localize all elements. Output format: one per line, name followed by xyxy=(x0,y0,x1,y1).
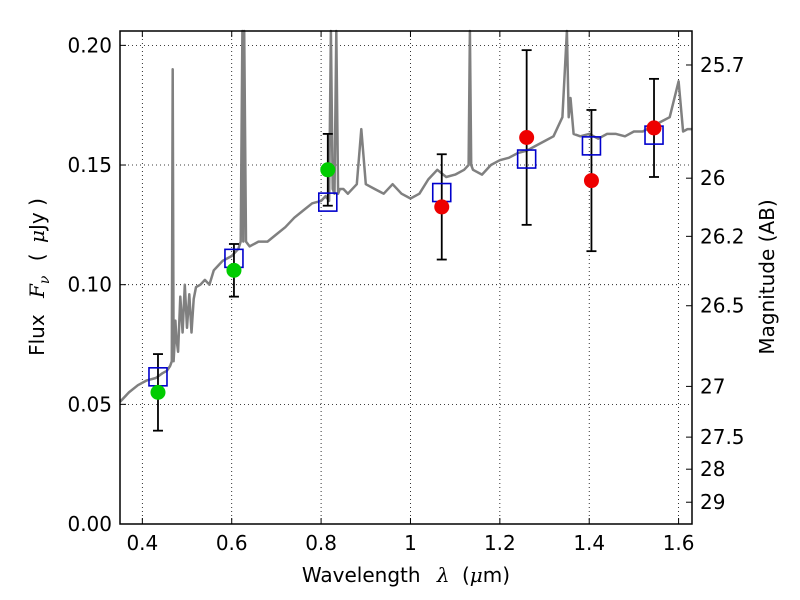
y2-tick-label: 28 xyxy=(700,457,725,481)
y-axis-title: Flux Fν ( μJy ) xyxy=(25,198,54,356)
y2-axis-title: Magnitude (AB) xyxy=(755,199,779,354)
y-tick-label: 0.10 xyxy=(67,273,112,297)
x-tick-label: 1.2 xyxy=(484,531,516,555)
y-axis-symbol: F xyxy=(25,283,49,299)
green-data-point xyxy=(320,162,336,178)
y2-tick-label: 26.2 xyxy=(700,224,745,248)
x-axis-units-mu: μ xyxy=(470,563,483,587)
y-tick-label: 0.15 xyxy=(67,153,112,177)
x-tick-label: 0.4 xyxy=(126,531,158,555)
y-tick-label: 0.00 xyxy=(67,512,112,536)
x-axis-units-open: ( xyxy=(462,563,470,587)
y2-tick-label: 26 xyxy=(700,166,725,190)
y2-tick-label: 27 xyxy=(700,374,725,398)
x-tick-label: 0.6 xyxy=(216,531,248,555)
y-tick-label: 0.20 xyxy=(67,33,112,57)
y2-tick-label: 26.5 xyxy=(700,294,745,318)
model-flux-square xyxy=(581,136,602,156)
spectrum-line xyxy=(119,29,692,403)
red-data-point xyxy=(583,173,599,189)
y-axis-units-open: ( xyxy=(25,253,49,261)
y2-tick-label: 29 xyxy=(700,490,725,514)
model-flux-square xyxy=(317,192,338,212)
axis-ticks: 0.4 0.6 0.8 1 1.2 1.4 1.6 0.00 0.05 0.10 0.15 0.20 2… xyxy=(67,31,745,555)
x-axis-symbol: λ xyxy=(436,563,450,587)
y-axis-units-mu: μ xyxy=(25,230,49,243)
x-tick-label: 1.6 xyxy=(663,531,695,555)
x-axis-units-rest: m) xyxy=(483,563,510,587)
red-data-point xyxy=(646,120,662,136)
green-data-point xyxy=(150,384,166,400)
y-axis-title-prefix: Flux xyxy=(25,314,49,356)
x-tick-label: 1.4 xyxy=(573,531,605,555)
green-data-point xyxy=(226,262,242,278)
y-axis-units-rest: Jy ) xyxy=(25,198,49,232)
plot-frame xyxy=(119,30,693,525)
y2-tick-label: 25.7 xyxy=(700,53,745,77)
data-markers xyxy=(148,120,664,400)
spectrum-series xyxy=(119,29,692,403)
x-axis-title-prefix: Wavelength xyxy=(302,563,421,587)
y-tick-label: 0.05 xyxy=(67,392,112,416)
model-flux-square xyxy=(516,149,537,169)
y2-tick-label: 27.5 xyxy=(700,425,745,449)
y-axis-subscript: ν xyxy=(37,275,53,284)
red-data-point xyxy=(519,129,535,145)
x-tick-label: 1 xyxy=(404,531,417,555)
x-axis-title: Wavelength λ (μm) xyxy=(302,563,510,587)
red-data-point xyxy=(434,199,450,215)
x-tick-label: 0.8 xyxy=(305,531,337,555)
